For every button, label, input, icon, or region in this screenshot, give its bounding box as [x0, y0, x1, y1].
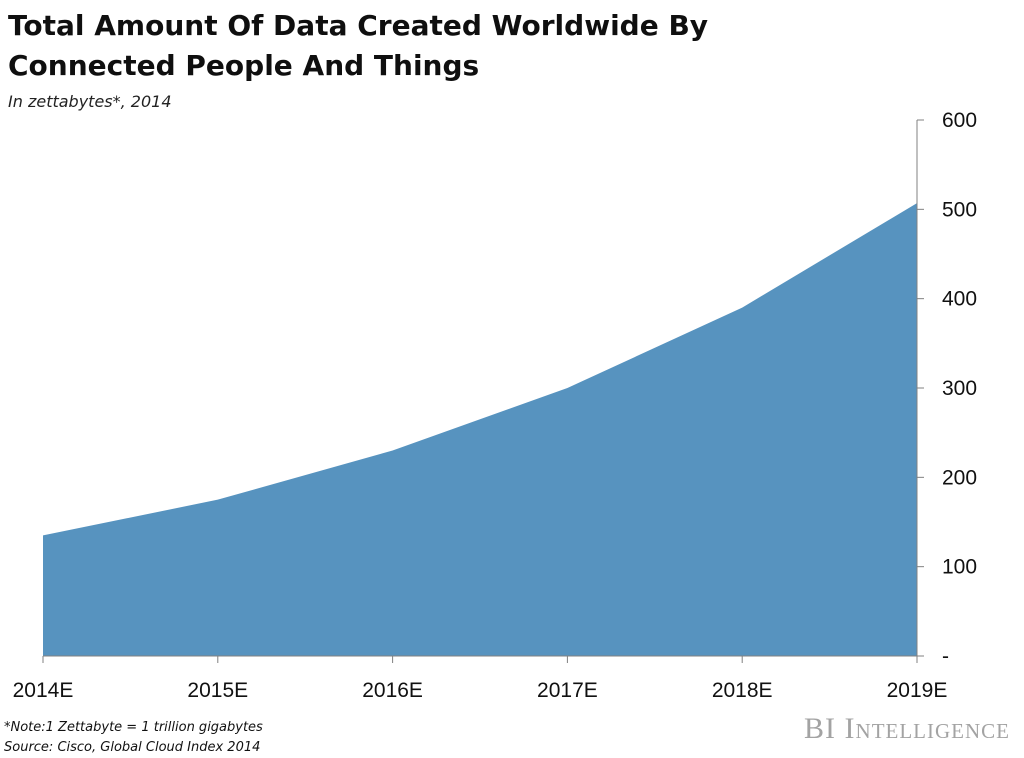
x-tick-label: 2015E: [187, 679, 248, 702]
area-series: [43, 203, 917, 656]
y-tick-label: 500: [942, 198, 977, 221]
x-tick-label: 2019E: [887, 679, 948, 702]
x-tick-label: 2018E: [712, 679, 773, 702]
chart-footnote: *Note:1 Zettabyte = 1 trillion gigabytes…: [4, 718, 263, 758]
y-tick-label: 300: [942, 377, 977, 400]
x-tick-label: 2016E: [362, 679, 423, 702]
y-tick-label: 200: [942, 466, 977, 489]
y-tick-label: -: [942, 645, 949, 668]
y-tick-label: 600: [942, 109, 977, 132]
footnote-note: *Note:1 Zettabyte = 1 trillion gigabytes: [4, 720, 263, 735]
y-tick-label: 400: [942, 288, 977, 311]
x-tick-label: 2017E: [537, 679, 598, 702]
footnote-source: Source: Cisco, Global Cloud Index 2014: [4, 740, 261, 755]
bi-intelligence-logo: BI Intelligence: [804, 712, 1010, 745]
y-tick-label: 100: [942, 556, 977, 579]
chart-title: Total Amount Of Data Created Worldwide B…: [8, 9, 709, 82]
x-tick-label: 2014E: [13, 679, 74, 702]
chart-subtitle: In zettabytes*, 2014: [8, 92, 172, 111]
